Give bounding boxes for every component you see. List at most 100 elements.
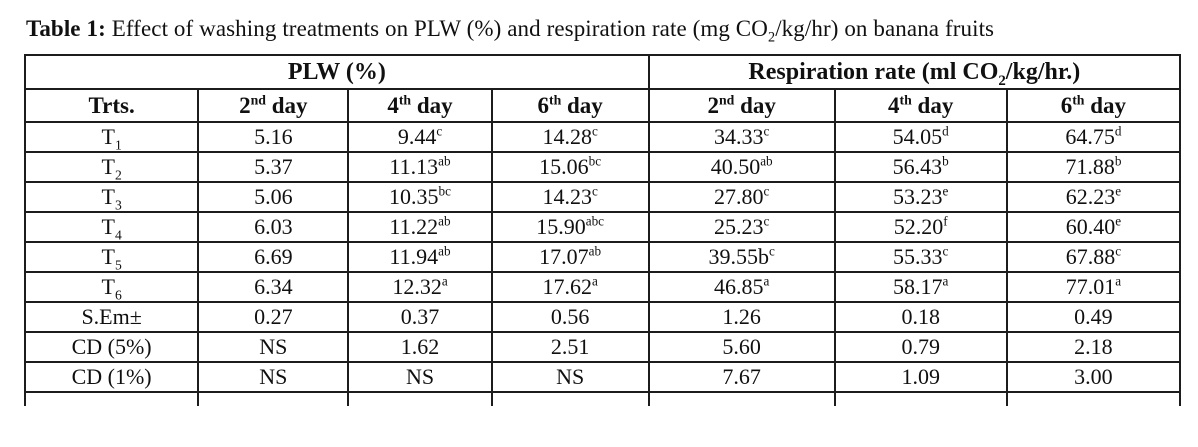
cell-value: 15.06 (539, 154, 589, 179)
caption-co2-subscript: 2 (767, 29, 776, 46)
data-cell: 11.94ab (347, 241, 493, 273)
treatments-table: PLW (%) Respiration rate (ml CO2/kg/hr.)… (23, 54, 1182, 406)
cropped-cell-stub (1005, 392, 1182, 406)
cell-value: 6.34 (254, 274, 293, 299)
data-cell: 0.56 (490, 301, 650, 333)
day-number: 2 (239, 92, 251, 118)
cell-value: 52.20 (893, 214, 944, 239)
plw-group-header: PLW (%) (24, 54, 650, 90)
data-cell: 5.37 (197, 151, 350, 183)
row-label-text: T (101, 124, 115, 149)
table-row: S.Em± 0.27 0.37 0.56 1.26 0.18 0.49 (23, 301, 1182, 333)
cell-value: 54.05 (892, 124, 943, 149)
cell-value: 6.03 (254, 214, 293, 239)
cell-significance-letter: bc (588, 153, 602, 169)
cell-value: 5.16 (254, 124, 293, 149)
cell-value: 60.40 (1065, 214, 1116, 239)
cell-value: 5.06 (254, 184, 293, 209)
cell-significance-letter: ab (438, 213, 451, 229)
row-label-text: S.Em± (81, 304, 142, 329)
data-cell: 2.51 (490, 331, 650, 363)
cell-value: 39.55b (708, 244, 769, 269)
data-cell: 14.28c (490, 121, 650, 153)
cell-value: 0.79 (901, 334, 940, 359)
data-cell: NS (347, 361, 493, 393)
data-cell: 34.33c (647, 121, 836, 153)
day-ordinal: th (1072, 91, 1085, 107)
cell-value: 17.07 (539, 244, 589, 269)
cell-value: NS (556, 364, 585, 389)
data-cell: 14.23c (490, 181, 650, 213)
row-label: S.Em± (23, 301, 200, 333)
table-row: T2 5.37 11.13ab 15.06bc 40.50ab 56.43b 71.88b (23, 151, 1182, 183)
data-cell: 0.37 (347, 301, 493, 333)
row-label: T4 (23, 211, 200, 243)
data-cell: NS (197, 361, 350, 393)
table-row: CD (1%) NS NS NS 7.67 1.09 3.00 (23, 361, 1182, 393)
cropped-cell-stub (23, 392, 200, 406)
table-caption: Table 1: Effect of washing treatments on… (0, 0, 1198, 54)
day-ordinal: th (398, 91, 412, 107)
cell-value: 2.18 (1074, 334, 1113, 359)
cell-value: 0.18 (901, 304, 940, 329)
data-cell: 5.60 (647, 331, 836, 363)
table-row: T1 5.16 9.44c 14.28c 34.33c 54.05d 64.75d (23, 121, 1182, 153)
row-label-subscript: 3 (114, 197, 122, 212)
row-label-text: T (101, 184, 115, 209)
respiration-co2-subscript: 2 (998, 72, 1006, 89)
table-caption-text: Effect of washing treatments on PLW (%) … (105, 16, 768, 41)
cell-value: 0.37 (400, 304, 440, 329)
cell-significance-letter: e (1115, 213, 1122, 229)
cropped-cell-stub (347, 392, 493, 406)
data-cell: 55.33c (833, 241, 1008, 273)
cell-significance-letter: a (763, 273, 770, 289)
cell-value: 1.09 (901, 364, 940, 389)
data-cell: 1.26 (647, 301, 836, 333)
data-cell: 5.06 (197, 181, 350, 213)
row-label-subscript: 2 (114, 167, 122, 182)
row-label-text: CD (1%) (71, 364, 152, 389)
cell-value: 56.43 (892, 154, 943, 179)
cell-value: 14.28 (542, 124, 592, 149)
cell-significance-letter: c (436, 123, 443, 139)
data-cell: 6.34 (197, 271, 350, 303)
cell-value: 64.75 (1065, 124, 1115, 149)
cell-value: 27.80 (713, 184, 764, 209)
cell-significance-letter: e (1115, 183, 1122, 199)
data-cell: 1.09 (833, 361, 1008, 393)
data-cell: 17.07ab (490, 241, 650, 273)
data-cell: 3.00 (1005, 361, 1182, 393)
data-cell: NS (490, 361, 650, 393)
cell-significance-letter: c (763, 123, 770, 139)
cell-value: 40.50 (710, 154, 761, 179)
cell-value: 67.88 (1065, 244, 1116, 269)
day-word: day (734, 92, 776, 118)
cell-value: 25.23 (713, 214, 764, 239)
cell-value: 0.56 (550, 304, 590, 329)
day-ordinal: th (899, 91, 912, 107)
data-cell: 0.18 (833, 301, 1008, 333)
group-header-row: PLW (%) Respiration rate (ml CO2/kg/hr.) (24, 54, 1182, 90)
data-cell: 15.90abc (490, 211, 650, 243)
table-body: T1 5.16 9.44c 14.28c 34.33c 54.05d 64.75d T2 5.3… (23, 121, 1182, 406)
data-cell: 0.79 (833, 331, 1008, 363)
cell-value: NS (405, 364, 435, 389)
data-cell: 5.16 (197, 121, 350, 153)
cropped-cell-stub (197, 392, 350, 406)
resp-day6-header: 6th day (1005, 88, 1182, 123)
row-label-subscript: 4 (114, 227, 122, 242)
cell-significance-letter: b (1114, 153, 1122, 169)
cell-value: 5.60 (722, 334, 761, 359)
cell-value: 11.94 (389, 244, 439, 269)
cell-value: 77.01 (1065, 274, 1116, 299)
cell-significance-letter: d (942, 123, 949, 139)
cell-significance-letter: f (943, 213, 948, 229)
data-cell: 11.22ab (347, 211, 493, 243)
cell-significance-letter: a (1115, 273, 1122, 289)
cell-significance-letter: c (591, 123, 598, 139)
row-label-subscript: 5 (114, 257, 122, 272)
row-label: T2 (23, 151, 200, 183)
cell-significance-letter: ab (588, 243, 602, 259)
data-cell: 52.20f (833, 211, 1008, 243)
